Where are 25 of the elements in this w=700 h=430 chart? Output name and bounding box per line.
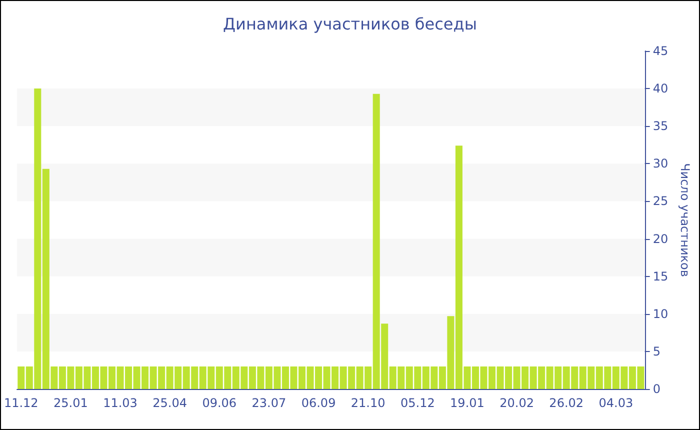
y-tick-label: 0 [652, 382, 660, 396]
x-tick-label: 11.03 [103, 396, 138, 410]
x-tick-label: 19.01 [450, 396, 484, 410]
x-tick-label: 06.09 [301, 396, 336, 410]
x-tick-label: 26.02 [549, 396, 584, 410]
x-tick-label: 20.02 [500, 396, 534, 410]
x-tick-label: 05.12 [400, 396, 435, 410]
x-tick-label: 25.01 [54, 396, 88, 410]
y-tick-label: 10 [652, 306, 668, 321]
y-tick-label: 20 [652, 232, 668, 246]
x-tick-label: 09.06 [202, 396, 237, 410]
y-tick-label: 45 [652, 44, 668, 58]
y-tick-label: 35 [652, 119, 668, 134]
chart-title: Динамика участников беседы [223, 14, 477, 34]
y-tick-label: 40 [652, 82, 668, 96]
y-axis-title: Число участников [678, 163, 692, 277]
x-tick-label: 23.07 [252, 396, 286, 410]
y-tick-label: 15 [652, 269, 668, 284]
x-tick-label: 11.12 [4, 396, 38, 410]
x-tick-label: 25.04 [152, 396, 187, 410]
y-tick-label: 5 [652, 344, 660, 358]
y-tick-label: 25 [652, 194, 668, 208]
x-tick-label: 04.03 [598, 396, 634, 410]
x-tick-label: 21.10 [350, 396, 386, 410]
y-tick-label: 30 [652, 156, 668, 171]
